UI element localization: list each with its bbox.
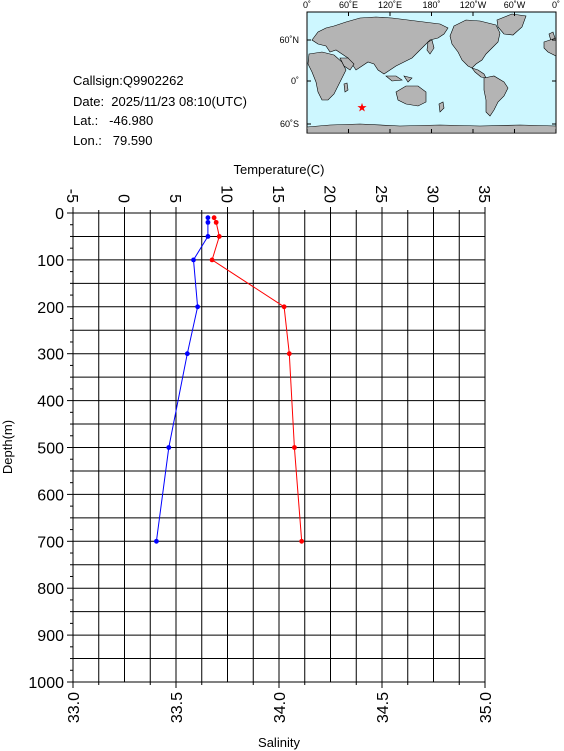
land-madagascar <box>343 82 349 93</box>
salinity-axis-label: Salinity <box>258 735 300 750</box>
temperature-tick-label: 20 <box>321 185 338 203</box>
temperature-tick-label: 30 <box>424 185 441 203</box>
depth-tick-label: 1000 <box>28 675 64 692</box>
station-marker: ★ <box>357 100 368 114</box>
map-lon-label: 60˚E <box>339 0 358 10</box>
temperature-tick-label: 25 <box>372 185 389 203</box>
map-lon-label: 120˚E <box>378 0 402 10</box>
temperature-tick-label: 5 <box>166 194 183 203</box>
chart-grid <box>73 213 485 682</box>
depth-tick-label: 200 <box>37 300 64 317</box>
land-south-america <box>483 75 509 117</box>
callsign-label: Callsign:Q9902262 <box>73 73 184 88</box>
depth-tick-label: 600 <box>37 487 64 504</box>
temperature-tick-label: 15 <box>269 185 286 203</box>
temperature-point <box>286 351 292 357</box>
temperature-tick-label: 10 <box>218 185 235 203</box>
temperature-axis-ticks: -5 0 5 10 15 20 25 30 35 <box>63 185 492 213</box>
temperature-point <box>281 304 287 310</box>
depth-axis-ticks: 0 100 200 300 400 500 600 700 800 900 1000 <box>28 206 73 692</box>
map-lon-label: 120˚W <box>460 0 487 10</box>
salinity-profile-line <box>155 217 209 542</box>
map-lon-label: 0˚ <box>552 0 560 10</box>
land-arabia <box>339 57 355 71</box>
temperature-tick-label: 35 <box>475 185 492 203</box>
temperature-point <box>209 257 215 263</box>
location-map: 0˚ 60˚E 120˚E 180˚ 120˚W 60˚W 0˚ 60˚N 0˚ 60˚S ★ <box>279 0 560 134</box>
salinity-tick-label: 33.0 <box>66 692 83 723</box>
temperature-tick-label: -5 <box>63 189 80 203</box>
map-lat-label: 60˚N <box>279 35 299 45</box>
map-lon-label: 180˚ <box>422 0 440 10</box>
temperature-profile-line <box>211 217 303 542</box>
salinity-point <box>166 445 172 450</box>
depth-tick-label: 900 <box>37 628 64 645</box>
temperature-tick-label: 0 <box>115 194 132 203</box>
longitude-label: Lon.: 79.590 <box>73 133 153 148</box>
latitude-label: Lat.: -46.980 <box>73 113 154 128</box>
salinity-axis-ticks: 33.0 33.5 34.0 34.5 35.0 <box>66 682 495 723</box>
map-land <box>306 13 557 134</box>
profile-series <box>154 215 305 544</box>
land-australia <box>395 85 427 107</box>
salinity-point <box>195 304 201 310</box>
temperature-point <box>299 538 305 544</box>
salinity-tick-label: 34.5 <box>375 692 392 723</box>
salinity-point <box>205 234 211 239</box>
salinity-tick-label: 35.0 <box>478 692 495 723</box>
map-lon-label: 0˚ <box>303 0 311 10</box>
salinity-tick-label: 33.5 <box>169 692 186 723</box>
depth-tick-label: 0 <box>55 206 64 223</box>
depth-tick-label: 300 <box>37 347 64 364</box>
temperature-point <box>211 215 217 221</box>
temperature-point <box>213 219 219 225</box>
salinity-tick-label: 34.0 <box>272 692 289 723</box>
depth-tick-label: 100 <box>37 253 64 270</box>
depth-tick-label: 800 <box>37 581 64 598</box>
depth-axis-label: Depth(m) <box>0 420 15 474</box>
temperature-point <box>292 445 297 450</box>
salinity-point <box>205 219 211 225</box>
map-tick-labels: 0˚ 60˚E 120˚E 180˚ 120˚W 60˚W 0˚ 60˚N 0˚ 60˚S <box>279 0 560 129</box>
depth-tick-label: 500 <box>37 441 64 458</box>
salinity-point <box>154 538 159 544</box>
temperature-point <box>216 234 222 239</box>
temperature-axis-label: Temperature(C) <box>233 162 324 177</box>
land-eurasia <box>311 16 449 75</box>
salinity-point <box>184 351 190 357</box>
land-europe-east-edge <box>543 37 557 57</box>
salinity-point <box>191 257 196 263</box>
depth-tick-label: 700 <box>37 534 64 551</box>
land-north-america <box>449 19 501 69</box>
salinity-point <box>205 215 211 221</box>
map-lat-label: 0˚ <box>291 76 299 86</box>
depth-tick-label: 400 <box>37 394 64 411</box>
land-new-zealand <box>438 101 445 113</box>
land-indonesia <box>385 75 413 83</box>
land-japan <box>426 39 435 55</box>
map-lat-label: 60˚S <box>280 119 299 129</box>
map-ticks <box>306 12 557 133</box>
land-africa <box>307 51 347 101</box>
date-label: Date: 2025/11/23 08:10(UTC) <box>73 94 247 109</box>
map-lon-label: 60˚W <box>504 0 526 10</box>
